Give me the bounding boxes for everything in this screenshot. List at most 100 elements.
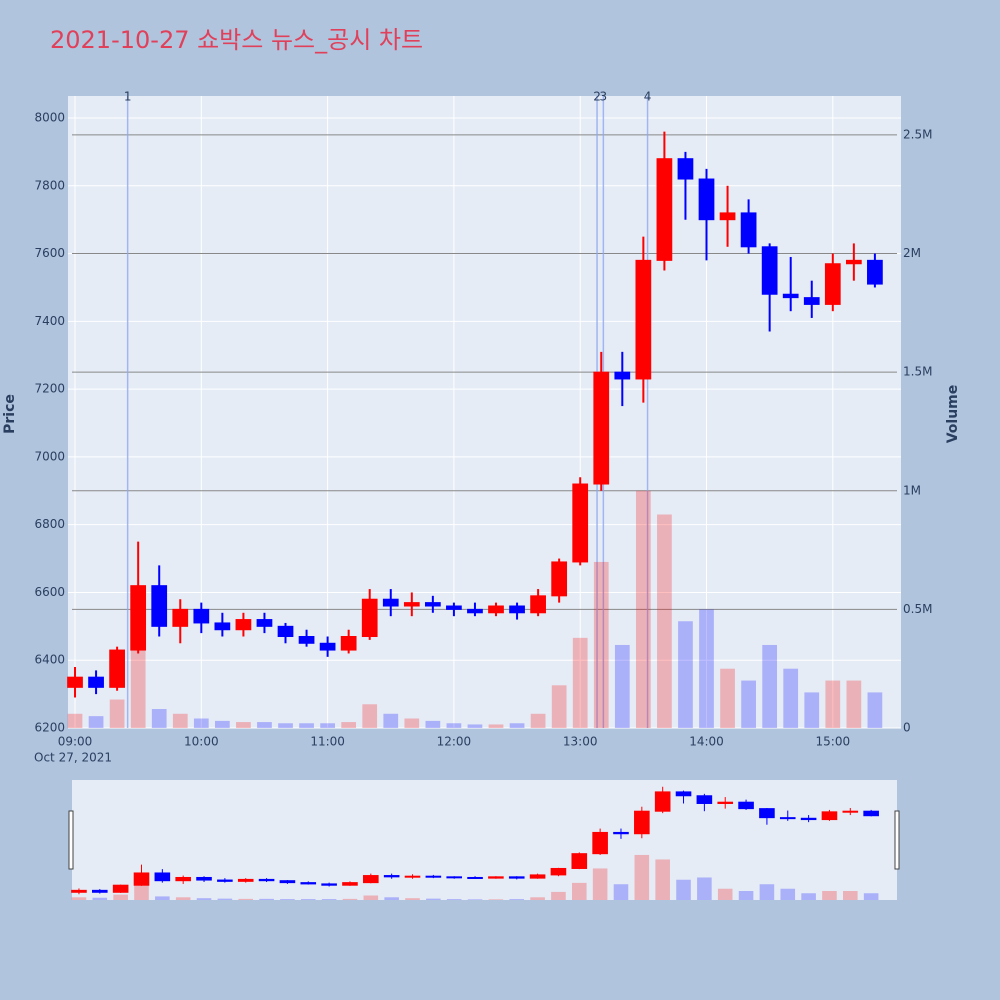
candle-body: [635, 259, 652, 380]
volume-bar: [551, 685, 567, 728]
volume-bar: [280, 899, 295, 900]
candle-body: [424, 602, 441, 607]
candle-body: [88, 676, 104, 688]
slider-handle[interactable]: [894, 810, 900, 870]
candle-body: [842, 810, 859, 813]
y2-tick-label: 2M: [903, 246, 921, 260]
volume-bar: [113, 894, 128, 900]
y2-tick-label: 0.5M: [903, 602, 932, 616]
volume-bar: [196, 898, 212, 900]
volume-bar: [426, 898, 441, 900]
candle-body: [488, 876, 504, 879]
y-tick-label: 6800: [34, 517, 65, 531]
volume-bar: [259, 898, 274, 900]
volume-bar: [257, 722, 272, 728]
volume-bar: [741, 680, 756, 728]
candle-body: [175, 876, 191, 882]
annotation-label: 1: [124, 90, 132, 104]
candle-body: [256, 619, 273, 627]
candle-body: [425, 875, 442, 878]
volume-bar: [425, 720, 441, 728]
volume-bar: [720, 668, 735, 728]
candle-body: [677, 158, 694, 180]
volume-bar: [71, 897, 87, 900]
x-tick-label: 14:00: [689, 735, 724, 749]
candle-body: [779, 817, 796, 820]
volume-bar: [593, 561, 609, 728]
candle-body: [383, 875, 400, 878]
volume-bar: [699, 609, 714, 728]
volume-bar: [172, 713, 188, 728]
y-tick-label: 7600: [34, 246, 65, 260]
candle-body: [151, 585, 168, 627]
volume-bar: [676, 879, 691, 900]
candle-body: [740, 212, 757, 248]
volume-bar: [238, 898, 254, 900]
candle-body: [738, 801, 754, 810]
volume-bar: [613, 884, 629, 900]
candle-body: [71, 889, 87, 893]
y2-axis-title: Volume: [945, 385, 961, 444]
volume-bar: [320, 723, 335, 728]
volume-bar: [193, 718, 209, 728]
candle-body: [654, 791, 671, 812]
candle-body: [717, 801, 734, 804]
volume-bar: [530, 713, 546, 728]
candle-body: [154, 872, 171, 882]
y-tick-label: 7400: [34, 314, 65, 328]
candle-body: [803, 297, 820, 305]
annotation-label: 3: [600, 90, 608, 104]
candle-body: [340, 636, 357, 651]
candle-body: [382, 598, 399, 607]
candle-body: [761, 246, 778, 295]
volume-bar: [783, 668, 799, 728]
candle-body: [258, 878, 275, 882]
volume-bar: [363, 895, 379, 900]
candle-body: [509, 605, 525, 614]
candle-body: [300, 882, 317, 885]
candle-body: [845, 259, 862, 265]
y-tick-label: 7800: [34, 178, 65, 192]
volume-bar: [383, 713, 399, 728]
volume-bar: [635, 490, 651, 728]
candle-body: [67, 676, 83, 688]
volume-bar: [92, 897, 108, 900]
volume-bar: [134, 885, 149, 900]
x-tick-label: 12:00: [437, 735, 472, 749]
x-date-label: Oct 27, 2021: [34, 751, 112, 765]
candle-body: [719, 212, 736, 221]
candle-body: [214, 622, 231, 631]
candle-body: [821, 811, 838, 821]
volume-bar: [509, 723, 525, 728]
range-slider[interactable]: [72, 780, 897, 900]
candle-body: [593, 371, 610, 485]
volume-bar: [571, 882, 587, 900]
volume-bar: [843, 890, 858, 900]
candle-body: [488, 605, 504, 614]
candle-body: [319, 642, 336, 651]
candle-body: [277, 625, 294, 638]
candle-body: [529, 874, 546, 879]
volume-bar: [657, 514, 672, 728]
volume-bar: [342, 898, 358, 900]
candle-body: [863, 810, 879, 817]
volume-bar: [592, 868, 608, 900]
y2-tick-label: 2.5M: [903, 127, 932, 141]
volume-bar: [678, 621, 693, 728]
x-tick-label: 15:00: [816, 735, 851, 749]
volume-bar: [175, 897, 191, 900]
candle-body: [172, 608, 189, 627]
volume-bar: [321, 899, 337, 900]
candle-body: [321, 883, 337, 886]
candle-body: [824, 263, 841, 305]
candle-body: [361, 598, 378, 638]
slider-handle[interactable]: [68, 810, 74, 870]
candle-body: [634, 810, 650, 835]
candle-body: [571, 853, 588, 869]
candle-body: [759, 808, 775, 819]
volume-bar: [217, 898, 233, 900]
candle-body: [235, 619, 252, 631]
candle-body: [91, 889, 108, 893]
candle-body: [363, 875, 379, 884]
